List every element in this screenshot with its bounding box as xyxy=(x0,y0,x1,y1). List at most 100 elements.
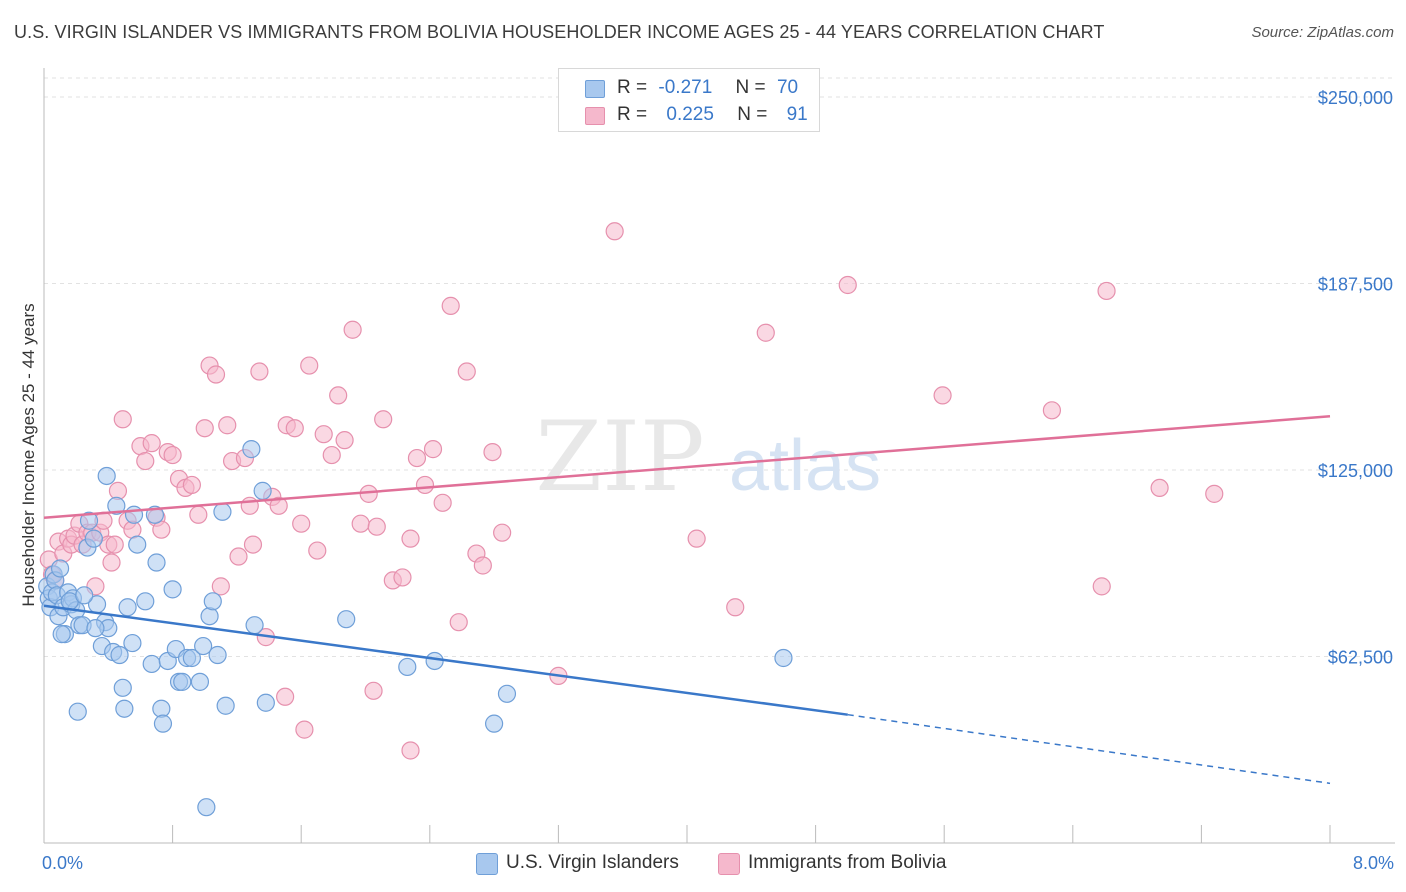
bolivia-point xyxy=(276,687,295,706)
usvi-point xyxy=(75,586,94,605)
bolivia-point xyxy=(401,529,420,548)
bolivia-point xyxy=(726,598,745,617)
usvi-legend-swatch xyxy=(476,853,498,875)
usvi-point xyxy=(123,633,142,653)
y-tick-label: $125,000 xyxy=(1318,461,1393,481)
bolivia-point xyxy=(163,445,182,465)
usvi-point xyxy=(242,440,261,459)
bolivia-point xyxy=(457,362,476,381)
bolivia-point xyxy=(407,448,427,468)
usvi-point xyxy=(203,592,222,611)
r-label: R = xyxy=(617,104,648,125)
n-value-usvi: 70 xyxy=(776,77,799,98)
usvi-trend-extension xyxy=(847,713,1331,785)
r-value-bolivia: 0.225 xyxy=(666,104,714,125)
usvi-point xyxy=(194,636,213,656)
axes xyxy=(43,68,1395,844)
bolivia-trend-line xyxy=(43,415,1331,519)
usvi-point xyxy=(200,607,219,626)
usvi-point xyxy=(213,502,232,521)
bolivia-point xyxy=(367,517,386,536)
usvi-point xyxy=(485,714,504,733)
bolivia-point xyxy=(756,323,775,342)
y-tick-label: $62,500 xyxy=(1328,648,1393,668)
usvi-point xyxy=(208,645,227,665)
r-value-usvi: -0.271 xyxy=(658,77,713,98)
usvi-point xyxy=(124,505,144,524)
usvi-point xyxy=(774,648,793,668)
bolivia-point xyxy=(351,514,370,533)
n-label: N = xyxy=(737,104,768,125)
watermark-zip: ZIP xyxy=(535,401,704,513)
bolivia-point xyxy=(687,529,706,548)
usvi-point xyxy=(84,529,103,548)
bolivia-point xyxy=(1097,281,1116,301)
bolivia-point xyxy=(308,541,327,560)
r-label: R = xyxy=(617,77,648,98)
bolivia-point xyxy=(142,434,161,453)
usvi-legend-label: U.S. Virgin Islanders xyxy=(506,852,679,873)
x-tick-label: 8.0% xyxy=(1353,853,1394,873)
bolivia-point xyxy=(113,410,132,429)
bolivia-point xyxy=(195,419,214,438)
tick-labels: $62,500 $125,000 $187,500 $250,000 0.0% 8.0% xyxy=(42,88,1394,873)
bolivia-point xyxy=(335,431,354,450)
bolivia-point xyxy=(441,296,460,315)
usvi-point xyxy=(153,714,173,733)
bolivia-point xyxy=(189,505,208,524)
usvi-point xyxy=(115,699,134,718)
bolivia-point xyxy=(493,523,512,542)
bolivia-point xyxy=(415,475,435,495)
bolivia-point xyxy=(605,222,624,241)
bolivia-point xyxy=(433,493,452,512)
bolivia-point xyxy=(364,681,383,700)
bolivia-swatch xyxy=(585,107,605,125)
usvi-point xyxy=(190,672,210,691)
bolivia-point xyxy=(102,553,121,572)
bolivia-point xyxy=(292,514,311,533)
usvi-point xyxy=(147,553,166,572)
usvi-point xyxy=(86,619,105,638)
usvi-point xyxy=(245,616,264,635)
usvi-point xyxy=(79,511,99,530)
bolivia-point xyxy=(285,419,304,438)
usvi-point xyxy=(163,580,182,599)
y-axis-label: Householder Income Ages 25 - 44 years xyxy=(19,303,38,606)
bolivia-point xyxy=(105,535,124,554)
usvi-point xyxy=(110,645,129,665)
trend-lines xyxy=(43,415,1331,785)
bolivia-point xyxy=(473,556,492,575)
usvi-point xyxy=(152,699,171,718)
y-tick-label: $187,500 xyxy=(1318,275,1393,295)
bolivia-point xyxy=(423,440,443,459)
bolivia-point xyxy=(1150,478,1169,498)
bolivia-point xyxy=(206,365,226,384)
usvi-point xyxy=(337,610,356,629)
bolivia-point xyxy=(343,320,362,339)
usvi-point xyxy=(398,657,417,677)
usvi-point xyxy=(142,654,161,674)
usvi-point xyxy=(50,559,70,578)
bolivia-point xyxy=(314,425,333,444)
bolivia-point xyxy=(211,577,230,596)
usvi-trend-line xyxy=(43,604,848,716)
usvi-point xyxy=(68,702,87,721)
usvi-point xyxy=(107,496,126,515)
bolivia-point xyxy=(329,386,348,405)
usvi-swatch xyxy=(585,80,605,98)
usvi-point xyxy=(197,798,216,817)
usvi-point xyxy=(173,672,192,691)
bolivia-legend-label: Immigrants from Bolivia xyxy=(748,852,947,873)
correlation-legend: R = -0.271 N = 70 R = 0.225 N = 91 xyxy=(558,68,820,132)
gridlines xyxy=(44,77,1395,657)
usvi-point xyxy=(128,535,147,554)
usvi-point xyxy=(97,466,116,486)
n-value-bolivia: 91 xyxy=(786,104,808,125)
bolivia-point xyxy=(250,362,269,381)
y-tick-label: $250,000 xyxy=(1318,88,1393,108)
n-label: N = xyxy=(735,77,766,98)
usvi-point xyxy=(136,592,155,611)
usvi-point xyxy=(253,481,272,500)
usvi-point xyxy=(52,625,71,644)
